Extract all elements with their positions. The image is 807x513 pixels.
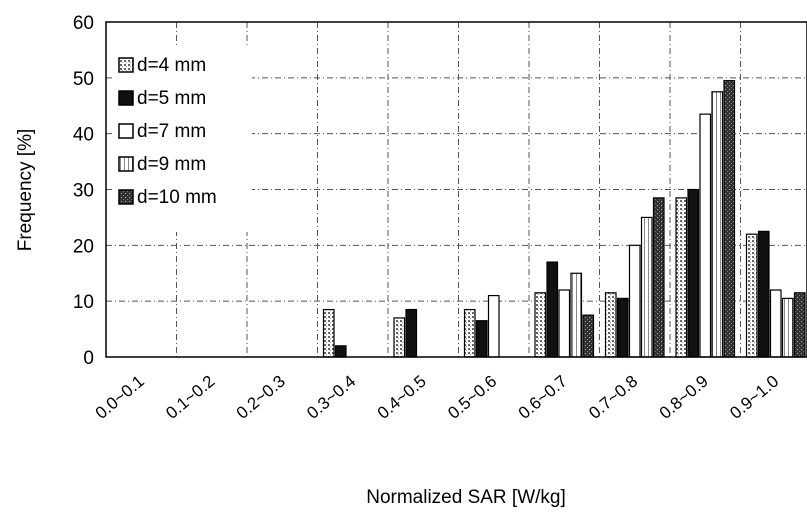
bar [604, 292, 617, 358]
bar [687, 188, 700, 358]
legend: d=4 mm d=5 mm d=7 mm d=9 mm d=10 mm [112, 46, 252, 232]
bar [475, 320, 488, 358]
x-tick-label: 0.2~0.3 [233, 372, 289, 423]
bar [582, 314, 595, 358]
legend-label: d=10 mm [137, 187, 217, 208]
bar [640, 216, 653, 358]
y-tick-label: 60 [73, 13, 94, 34]
legend-label: d=4 mm [137, 55, 206, 76]
bar [405, 308, 418, 358]
legend-box [112, 46, 252, 232]
bar [463, 308, 476, 358]
legend-swatch [118, 90, 134, 106]
legend-swatch [118, 189, 134, 205]
x-tick-label: 0.8~0.9 [656, 372, 712, 423]
bar [322, 308, 335, 358]
x-tick-label: 0.1~0.2 [162, 372, 218, 423]
x-tick-label: 0.9~1.0 [726, 372, 782, 423]
bar [487, 294, 500, 358]
bar [699, 113, 712, 358]
y-tick-label: 10 [73, 292, 94, 313]
y-axis-title: Frequency [%] [15, 129, 36, 252]
bar [675, 197, 688, 358]
legend-label: d=5 mm [137, 88, 206, 109]
bar [757, 230, 770, 358]
bar [745, 233, 758, 358]
bar [781, 297, 794, 358]
bar [570, 272, 583, 358]
x-tick-label: 0.6~0.7 [515, 372, 571, 423]
y-tick-label: 40 [73, 125, 94, 146]
bar [723, 80, 736, 358]
bar [628, 244, 641, 358]
y-tick-label: 50 [73, 69, 94, 90]
bar [616, 297, 629, 358]
plot-frame [105, 21, 807, 358]
y-tick-label: 30 [73, 181, 94, 202]
x-tick-labels: 0.0~0.1 0.1~0.2 0.2~0.3 0.3~0.4 0.4~0.5 0.5~0… [92, 372, 783, 423]
x-tick-label: 0.5~0.6 [444, 372, 500, 423]
x-tick-label: 0.3~0.4 [303, 372, 359, 423]
y-tick-label: 0 [83, 348, 94, 369]
legend-label: d=9 mm [137, 154, 206, 175]
x-tick-label: 0.0~0.1 [92, 372, 148, 423]
x-tick-label: 0.7~0.8 [585, 372, 641, 423]
bar [534, 292, 547, 358]
y-tick-label: 20 [73, 236, 94, 257]
bars-group [322, 80, 806, 358]
bar [546, 261, 559, 358]
x-axis-title: Normalized SAR [W/kg] [366, 487, 566, 508]
legend-swatch [118, 156, 134, 172]
legend-swatch [118, 57, 134, 73]
bar [652, 197, 665, 358]
legend-swatch [118, 123, 134, 139]
y-tick-labels: 0 10 20 30 40 50 60 [73, 13, 94, 369]
x-tick-label: 0.4~0.5 [374, 372, 430, 423]
bar [711, 91, 724, 358]
bar [393, 317, 406, 358]
bar [558, 289, 571, 358]
legend-label: d=7 mm [137, 121, 206, 142]
bar [334, 345, 347, 358]
bar [793, 292, 806, 358]
bar [769, 289, 782, 358]
